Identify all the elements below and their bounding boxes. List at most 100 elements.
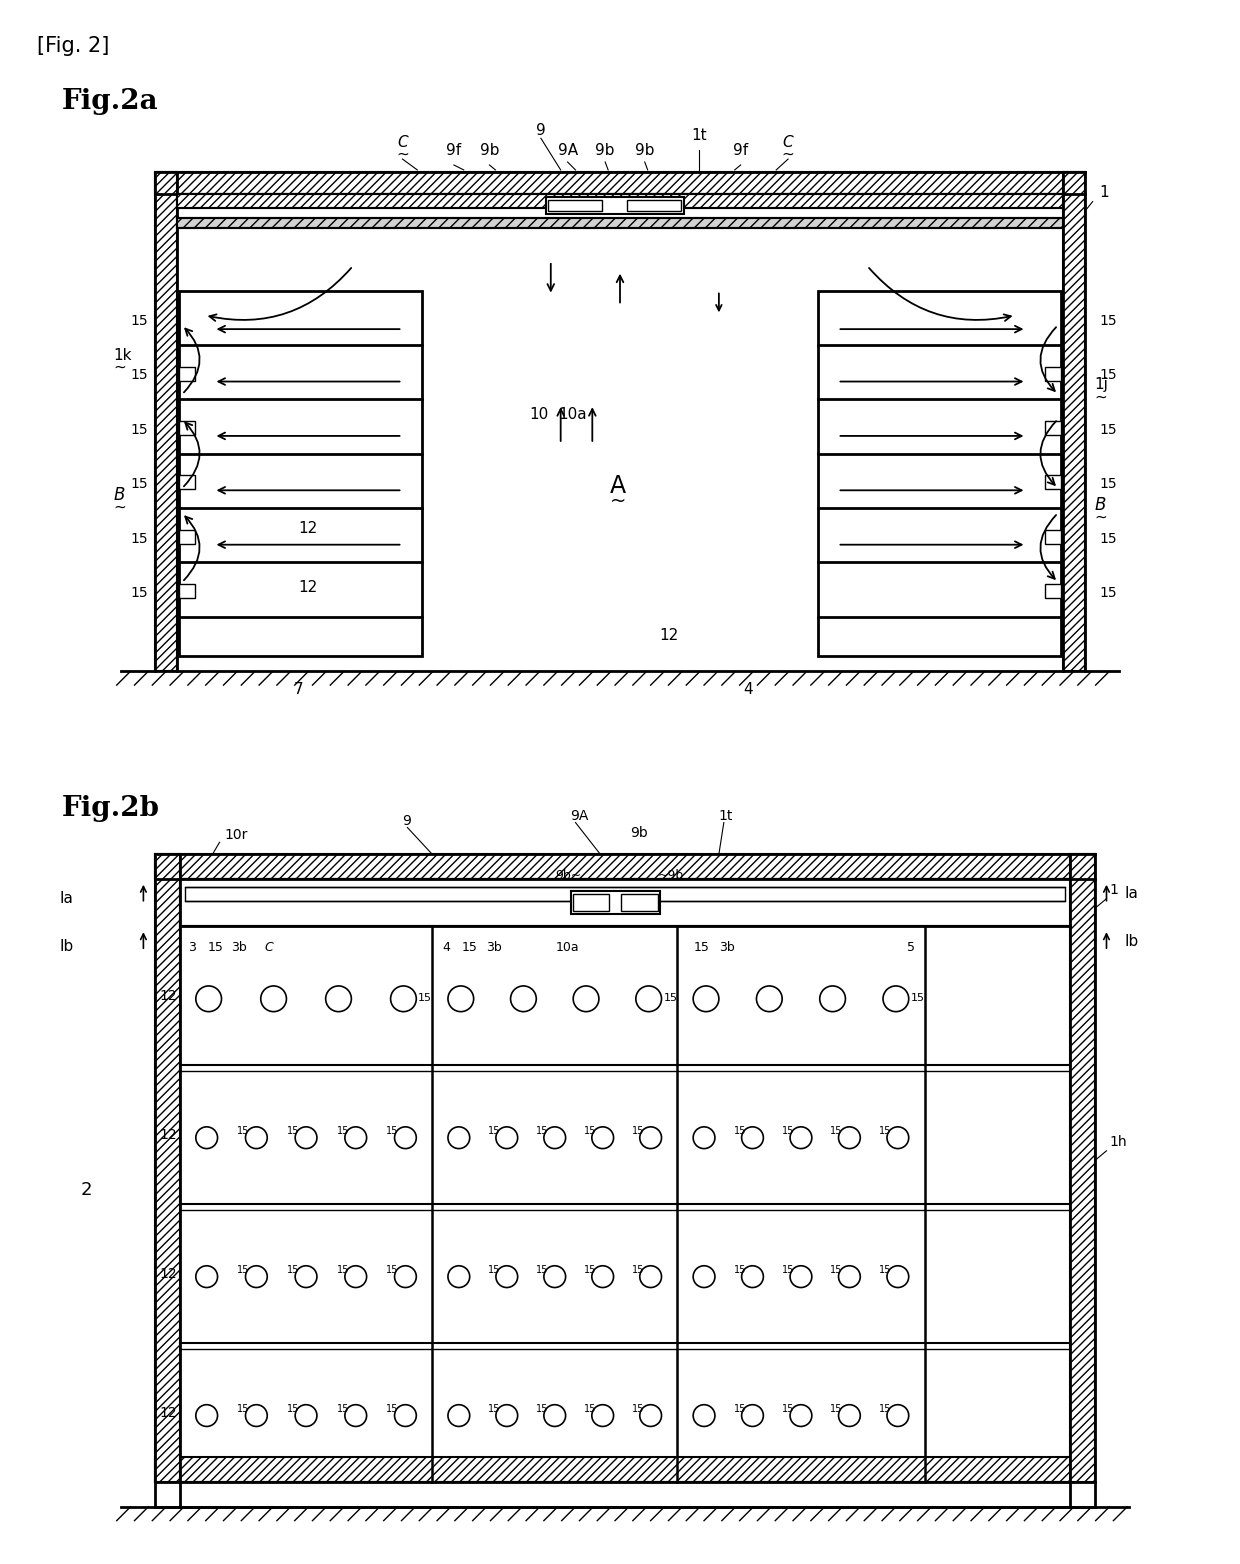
Text: ~: ~ xyxy=(781,147,795,163)
Text: ~: ~ xyxy=(114,360,126,375)
Bar xyxy=(1045,530,1061,544)
Text: 15: 15 xyxy=(1100,368,1117,382)
Text: Ib: Ib xyxy=(60,938,73,954)
Text: 15: 15 xyxy=(387,1265,399,1275)
Text: 15: 15 xyxy=(631,1126,644,1135)
Text: 15: 15 xyxy=(663,993,677,1003)
Text: 15: 15 xyxy=(879,1126,892,1135)
Text: 9b: 9b xyxy=(635,142,655,158)
Text: 9b: 9b xyxy=(630,826,647,840)
Text: 15: 15 xyxy=(631,1404,644,1414)
Text: 15: 15 xyxy=(584,1404,596,1414)
Text: 3b: 3b xyxy=(719,942,734,954)
Text: 15: 15 xyxy=(733,1126,745,1135)
Text: 1t: 1t xyxy=(691,128,707,144)
Text: 12: 12 xyxy=(159,1128,177,1142)
Bar xyxy=(1045,475,1061,490)
Text: 15: 15 xyxy=(286,1265,299,1275)
Bar xyxy=(548,200,603,211)
Text: 10r: 10r xyxy=(224,829,248,843)
Text: 9: 9 xyxy=(403,813,412,827)
Text: 15: 15 xyxy=(782,1126,795,1135)
Text: 15: 15 xyxy=(733,1404,745,1414)
Text: ~: ~ xyxy=(396,147,409,163)
Text: 15: 15 xyxy=(130,586,148,601)
Bar xyxy=(185,887,1065,901)
Text: 15: 15 xyxy=(207,942,223,954)
Text: 1: 1 xyxy=(1100,185,1110,200)
Text: 12: 12 xyxy=(299,521,317,536)
Text: Fig.2a: Fig.2a xyxy=(61,88,157,114)
Bar xyxy=(155,172,177,671)
Text: 9b~: 9b~ xyxy=(556,870,582,882)
Text: B: B xyxy=(1095,496,1106,515)
Bar xyxy=(179,291,423,657)
Text: 15: 15 xyxy=(1100,422,1117,436)
Bar xyxy=(179,475,195,490)
Bar xyxy=(155,854,180,1483)
Text: [Fig. 2]: [Fig. 2] xyxy=(37,36,109,56)
Text: 1j: 1j xyxy=(1095,377,1109,393)
Text: 15: 15 xyxy=(337,1265,350,1275)
Text: 5: 5 xyxy=(906,942,915,954)
Text: 15: 15 xyxy=(337,1126,350,1135)
Bar xyxy=(573,893,609,910)
Text: Ia: Ia xyxy=(60,891,73,906)
Text: 15: 15 xyxy=(831,1126,843,1135)
Bar xyxy=(1063,172,1085,671)
Text: 15: 15 xyxy=(879,1404,892,1414)
Text: 10a: 10a xyxy=(559,407,588,422)
Text: ~9b: ~9b xyxy=(657,870,683,882)
Text: 15: 15 xyxy=(286,1404,299,1414)
Text: 15: 15 xyxy=(461,942,477,954)
Text: 15: 15 xyxy=(387,1126,399,1135)
Text: 15: 15 xyxy=(631,1265,644,1275)
Bar xyxy=(155,172,1085,194)
Text: 15: 15 xyxy=(237,1126,249,1135)
Text: ~: ~ xyxy=(610,493,626,511)
Text: 15: 15 xyxy=(536,1126,548,1135)
Text: 15: 15 xyxy=(130,368,148,382)
Text: 15: 15 xyxy=(286,1126,299,1135)
Text: 15: 15 xyxy=(584,1126,596,1135)
Text: 12: 12 xyxy=(660,627,678,643)
Bar xyxy=(546,197,684,214)
Bar xyxy=(570,891,660,913)
Text: 3b: 3b xyxy=(486,942,502,954)
Text: 9f: 9f xyxy=(446,142,461,158)
Text: 7: 7 xyxy=(294,682,304,698)
Text: Ib: Ib xyxy=(1125,934,1138,949)
Text: 1: 1 xyxy=(1110,882,1118,896)
Text: 15: 15 xyxy=(237,1265,249,1275)
Text: ~: ~ xyxy=(114,500,126,515)
Text: 3b: 3b xyxy=(232,942,247,954)
Text: 12: 12 xyxy=(159,988,177,1003)
Text: 15: 15 xyxy=(831,1265,843,1275)
Bar xyxy=(1045,585,1061,597)
Bar xyxy=(817,291,1061,657)
Bar xyxy=(621,893,657,910)
Text: 15: 15 xyxy=(1100,314,1117,328)
Text: C: C xyxy=(264,942,273,954)
Text: 15: 15 xyxy=(536,1404,548,1414)
Text: 15: 15 xyxy=(910,993,925,1003)
Text: ~: ~ xyxy=(1095,510,1107,526)
Text: A: A xyxy=(610,474,626,499)
Text: 9A: 9A xyxy=(570,809,589,823)
Text: 15: 15 xyxy=(1100,586,1117,601)
Bar xyxy=(179,585,195,597)
Text: 15: 15 xyxy=(487,1126,500,1135)
Text: 15: 15 xyxy=(337,1404,350,1414)
Bar xyxy=(180,879,1070,926)
Text: 4: 4 xyxy=(744,682,754,698)
Text: C: C xyxy=(782,135,794,150)
Text: 15: 15 xyxy=(130,477,148,491)
Text: Fig.2b: Fig.2b xyxy=(61,795,159,821)
Text: 9b: 9b xyxy=(480,142,500,158)
Text: 10: 10 xyxy=(529,407,549,422)
Text: 3: 3 xyxy=(188,942,196,954)
Text: 15: 15 xyxy=(831,1404,843,1414)
Text: 15: 15 xyxy=(1100,477,1117,491)
Bar xyxy=(155,1458,1095,1483)
Text: 9f: 9f xyxy=(733,142,748,158)
